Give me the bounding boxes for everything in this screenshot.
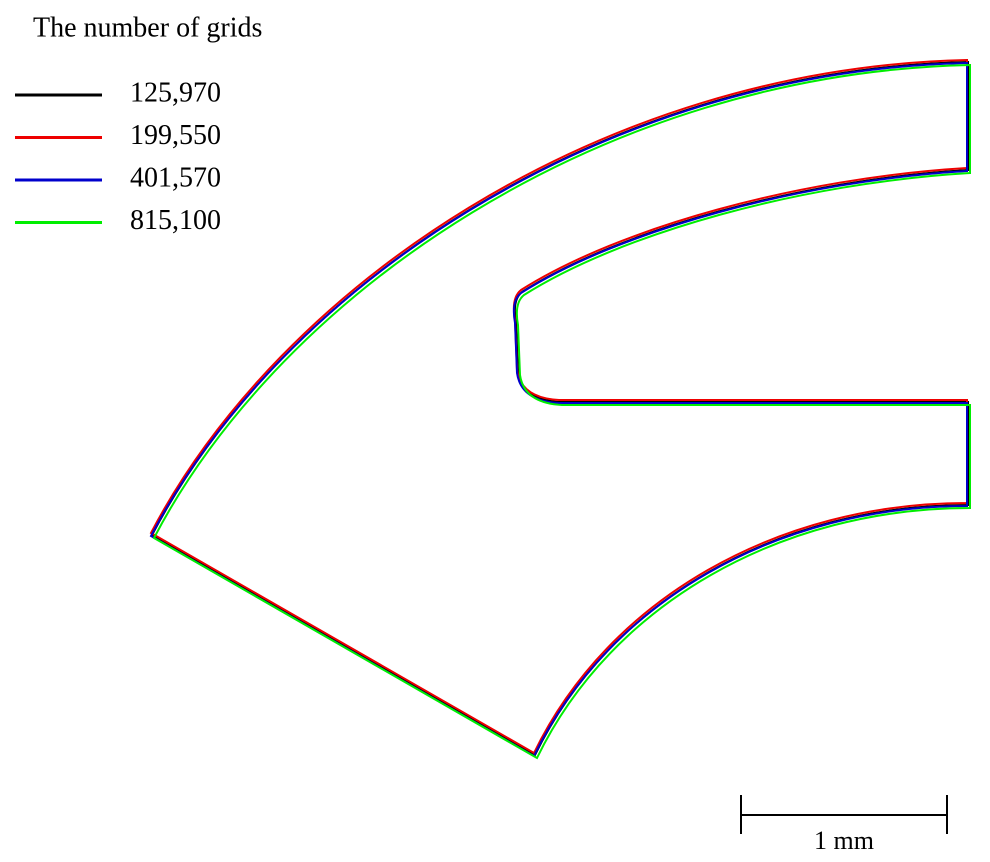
outline — [149, 58, 968, 755]
legend-label: 199,550 — [130, 120, 221, 151]
outline — [150, 60, 969, 757]
outline — [152, 63, 971, 760]
legend-label: 815,100 — [130, 205, 221, 236]
legend-title: The number of grids — [33, 12, 262, 43]
outline — [149, 61, 968, 758]
outlines — [149, 58, 971, 760]
legend-label: 125,970 — [130, 77, 221, 108]
legend-label: 401,570 — [130, 162, 221, 193]
legend: 125,970 199,550 401,570 815,100 — [15, 77, 221, 236]
scale-bar — [740, 795, 948, 834]
scale-label: 1 mm — [814, 826, 874, 855]
